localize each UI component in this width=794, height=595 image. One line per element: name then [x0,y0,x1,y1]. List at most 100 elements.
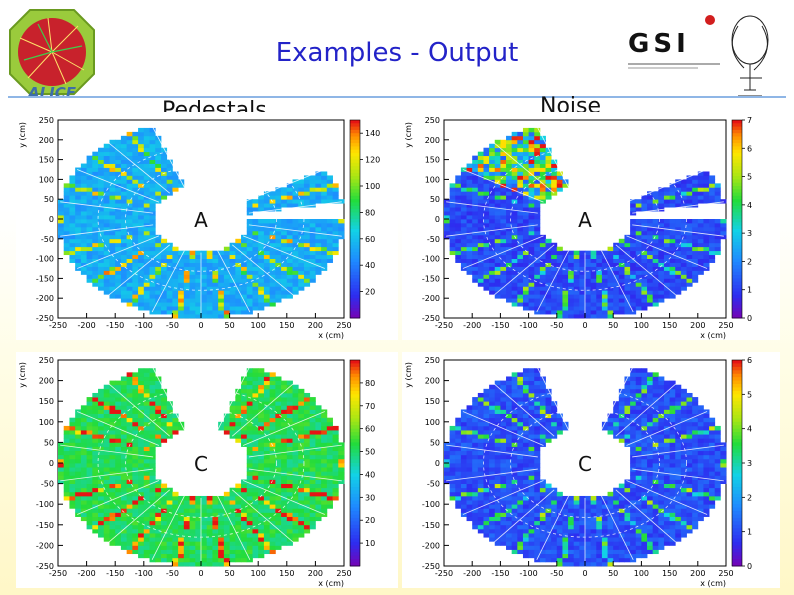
x-tick-label: 150 [279,321,294,330]
color-scale-tick-label: 4 [747,201,752,210]
y-tick-label: 50 [430,438,440,447]
y-tick-label: -250 [422,562,440,571]
y-tick-label: 250 [39,356,54,365]
title-rule [8,96,786,98]
color-scale-tick-label: 20 [365,516,375,525]
color-scale-tick-label: 40 [365,470,375,479]
color-scale-tick-label: 5 [747,390,752,399]
x-tick-label: 0 [582,321,587,330]
x-tick-label: -200 [78,569,96,578]
y-tick-label: -100 [422,500,440,509]
y-tick-label: 100 [39,418,54,427]
color-scale-tick-label: 0 [747,314,752,323]
color-scale-tick-label: 100 [365,182,380,191]
x-tick-label: -200 [78,321,96,330]
y-tick-label: -50 [41,480,54,489]
x-tick-label: 250 [336,321,351,330]
x-tick-label: 150 [662,321,677,330]
x-tick-label: 50 [608,569,618,578]
color-scale-tick-label: 4 [747,425,752,434]
x-tick-label: -50 [166,321,179,330]
y-tick-label: -200 [422,294,440,303]
x-axis-title: x (cm) [318,579,344,588]
sector-boundaries [446,125,724,318]
y-tick-label: 0 [49,459,54,468]
x-tick-label: -100 [135,321,153,330]
x-tick-label: -100 [135,569,153,578]
color-scale: 0 1 2 3 4 5 6 7 [731,116,752,323]
y-axis-title: y (cm) [404,362,413,388]
sector-boundaries [446,366,724,566]
color-scale-tick-label: 0 [747,562,752,571]
y-axis: 250 200 150 100 50 0 -50 -100 -150 -200 -250 [422,116,449,323]
slide-title: Examples - Output [275,38,519,68]
y-tick-label: -100 [36,255,54,264]
y-tick-label: 0 [49,215,54,224]
x-tick-label: -250 [435,321,453,330]
color-scale-tick-label: 5 [747,173,752,182]
color-scale-tick-label: 40 [365,261,375,270]
x-tick-label: -100 [520,569,538,578]
y-tick-label: 100 [425,418,440,427]
x-tick-label: -50 [166,569,179,578]
heatmap-cells [444,368,727,567]
x-tick-label: 100 [251,569,266,578]
y-tick-label: -50 [41,235,54,244]
color-scale-tick-label: 7 [747,116,752,125]
x-axis: -250 -200 -150 -100 -50 0 50 100 150 200 250 [49,561,352,578]
y-axis-title: y (cm) [404,122,413,148]
color-scale-tick-label: 3 [747,459,752,468]
x-axis-title: x (cm) [700,579,726,588]
y-tick-label: -150 [422,274,440,283]
y-axis: 250 200 150 100 50 0 -50 -100 -150 -200 -250 [422,356,449,571]
color-scale-tick-label: 70 [365,402,375,411]
x-tick-label: -150 [491,569,509,578]
y-axis: 250 200 150 100 50 0 -50 -100 -150 -200 -250 [36,116,63,323]
x-tick-label: 250 [718,321,733,330]
x-tick-label: -100 [520,321,538,330]
y-tick-label: 150 [425,397,440,406]
x-tick-label: -150 [106,569,124,578]
gsi-logo-text: GSI [628,29,690,59]
x-tick-label: -150 [106,321,124,330]
sector-boundaries [60,366,342,566]
color-scale-tick-label: 80 [365,379,375,388]
x-tick-label: -200 [463,569,481,578]
y-axis-title: y (cm) [18,362,27,388]
x-tick-label: -50 [550,321,563,330]
sector-boundaries [60,125,342,318]
x-axis: -250 -200 -150 -100 -50 0 50 100 150 200 250 [435,561,734,578]
side-label: C [578,452,592,476]
color-scale-tick-label: 1 [747,286,752,295]
side-label: A [194,208,208,232]
x-tick-label: 100 [634,321,649,330]
y-tick-label: 0 [435,459,440,468]
side-label: A [578,208,592,232]
color-scale-tick-label: 10 [365,539,375,548]
x-tick-label: 200 [690,321,705,330]
x-axis-title: x (cm) [700,331,726,340]
color-scale-tick-label: 3 [747,229,752,238]
y-tick-label: -50 [427,480,440,489]
y-tick-label: -200 [422,541,440,550]
x-tick-label: 50 [225,321,235,330]
x-tick-label: -50 [550,569,563,578]
y-tick-label: 50 [44,195,54,204]
x-tick-label: 50 [225,569,235,578]
color-scale-tick-label: 20 [365,288,375,297]
x-tick-label: 150 [662,569,677,578]
y-tick-label: 150 [39,156,54,165]
x-tick-label: 150 [279,569,294,578]
x-tick-label: 50 [608,321,618,330]
y-tick-label: 200 [39,136,54,145]
y-axis-title: y (cm) [18,122,27,148]
y-tick-label: 50 [44,438,54,447]
y-tick-label: -50 [427,235,440,244]
y-tick-label: -200 [36,294,54,303]
y-tick-label: 100 [39,175,54,184]
x-axis: -250 -200 -150 -100 -50 0 50 100 150 200 250 [49,313,352,330]
y-tick-label: 250 [39,116,54,125]
color-scale-tick-label: 60 [365,235,375,244]
